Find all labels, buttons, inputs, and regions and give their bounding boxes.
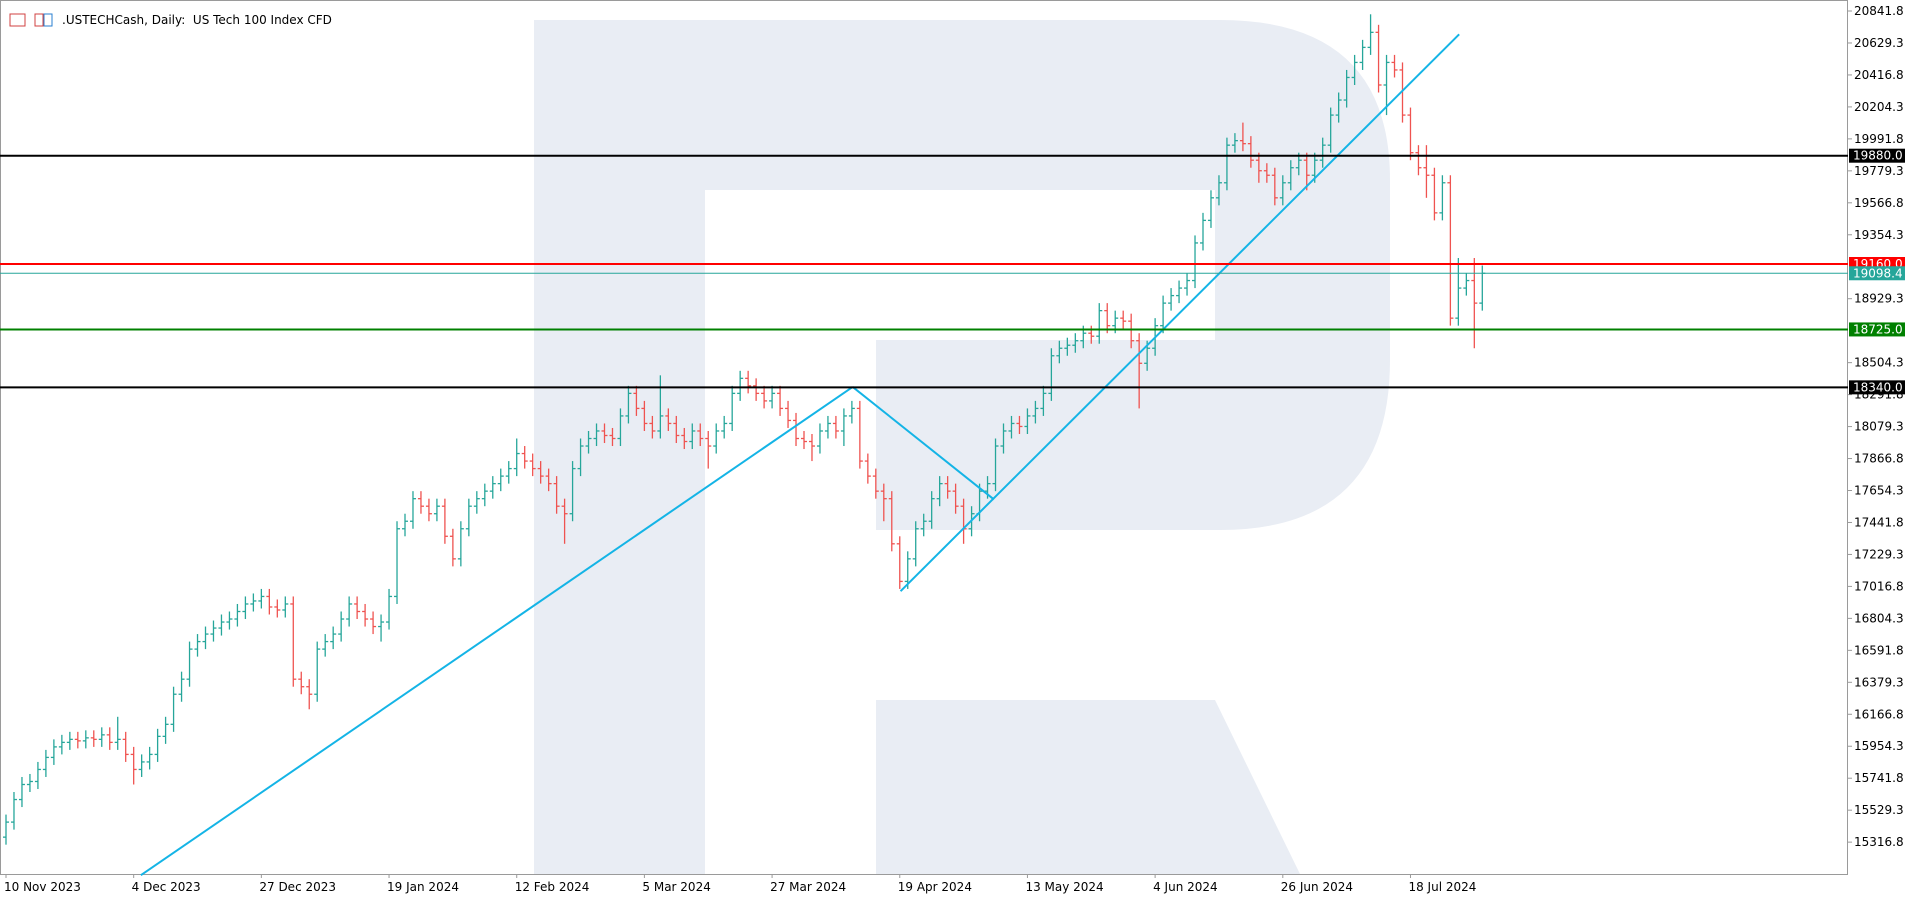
y-tick-label: 19354.3 (1854, 228, 1904, 242)
y-tick-label: 15529.3 (1854, 803, 1904, 817)
level-label-box (1849, 148, 1905, 163)
level-label: 19880.0 (1853, 149, 1903, 163)
x-tick-label: 4 Dec 2023 (132, 880, 201, 894)
y-tick-label: 17654.3 (1854, 484, 1904, 498)
x-tick-label: 18 Jul 2024 (1408, 880, 1476, 894)
y-tick-label: 18079.3 (1854, 420, 1904, 434)
x-tick-label: 19 Apr 2024 (898, 880, 972, 894)
y-tick-label: 20841.8 (1854, 4, 1904, 18)
y-tick-label: 18929.3 (1854, 292, 1904, 306)
x-tick-label: 12 Feb 2024 (515, 880, 590, 894)
y-tick-label: 17441.8 (1854, 515, 1904, 529)
x-tick-label: 26 Jun 2024 (1281, 880, 1353, 894)
y-tick-label: 15316.8 (1854, 835, 1904, 849)
y-tick-label: 19991.8 (1854, 132, 1904, 146)
y-tick-label: 16804.3 (1854, 611, 1904, 625)
header: .USTECHCash, Daily: US Tech 100 Index CF… (9, 13, 332, 27)
y-tick-label: 20629.3 (1854, 36, 1904, 50)
level-label-box (1849, 380, 1905, 395)
icon (9, 13, 26, 27)
level-label-box (1849, 322, 1905, 337)
x-tick-label: 4 Jun 2024 (1153, 880, 1218, 894)
y-tick-label: 19566.8 (1854, 196, 1904, 210)
level-label: 18725.0 (1853, 322, 1903, 336)
watermark-r (534, 20, 1390, 874)
y-tick-label: 15954.3 (1854, 739, 1904, 753)
y-tick-label: 16166.8 (1854, 707, 1904, 721)
plot: 20841.8 20629.3 20416.8 20204.3 19991.8 19779… (0, 4, 1905, 894)
y-tick-label: 16591.8 (1854, 643, 1904, 657)
trendline (140, 386, 854, 877)
level-label: 19098.4 (1853, 266, 1903, 280)
y-tick-label: 16379.3 (1854, 675, 1904, 689)
y-tick-label: 17229.3 (1854, 547, 1904, 561)
y-tick-label: 18504.3 (1854, 356, 1904, 370)
icon (34, 13, 44, 27)
x-tick-label: 27 Mar 2024 (770, 880, 846, 894)
y-tick-label: 20204.3 (1854, 100, 1904, 114)
x-tick-label: 5 Mar 2024 (642, 880, 710, 894)
watermark (534, 20, 1390, 874)
x-tick-label: 19 Jan 2024 (387, 880, 459, 894)
chart-title: .USTECHCash, Daily: US Tech 100 Index CF… (62, 13, 332, 27)
level-label-box (1849, 266, 1905, 281)
y-tick-label: 17866.8 (1854, 452, 1904, 466)
x-tick-label: 13 May 2024 (1025, 880, 1103, 894)
y-tick-label: 20416.8 (1854, 68, 1904, 82)
icon (43, 13, 53, 27)
plot-border (0, 0, 1848, 875)
x-tick-label: 10 Nov 2023 (4, 880, 81, 894)
trendline (899, 33, 1460, 592)
y-tick-label: 17016.8 (1854, 579, 1904, 593)
trendline (852, 386, 995, 501)
watermark-leg (876, 700, 1300, 874)
y-tick-label: 15741.8 (1854, 771, 1904, 785)
x-tick-label: 27 Dec 2023 (259, 880, 336, 894)
y-tick-label: 19779.3 (1854, 164, 1904, 178)
level-label: 18340.0 (1853, 380, 1903, 394)
